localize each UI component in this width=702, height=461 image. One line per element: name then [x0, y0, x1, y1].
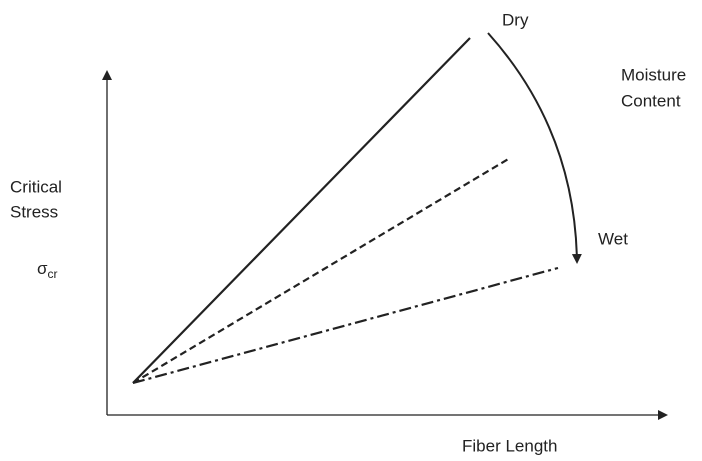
moisture-label: Moisture — [621, 65, 686, 84]
sigma-symbol: σcr — [37, 259, 58, 281]
x-axis-label: Fiber Length — [462, 436, 557, 455]
y-axis-label: Critical — [10, 177, 62, 196]
dry-line — [132, 37, 471, 384]
mid-line — [132, 157, 511, 384]
moisture-arrow — [487, 32, 582, 264]
wet-label: Wet — [598, 229, 628, 248]
content-label: Content — [621, 91, 681, 110]
wet-line — [132, 266, 559, 385]
dry-label: Dry — [502, 10, 529, 29]
y-axis-label: Stress — [10, 202, 58, 221]
